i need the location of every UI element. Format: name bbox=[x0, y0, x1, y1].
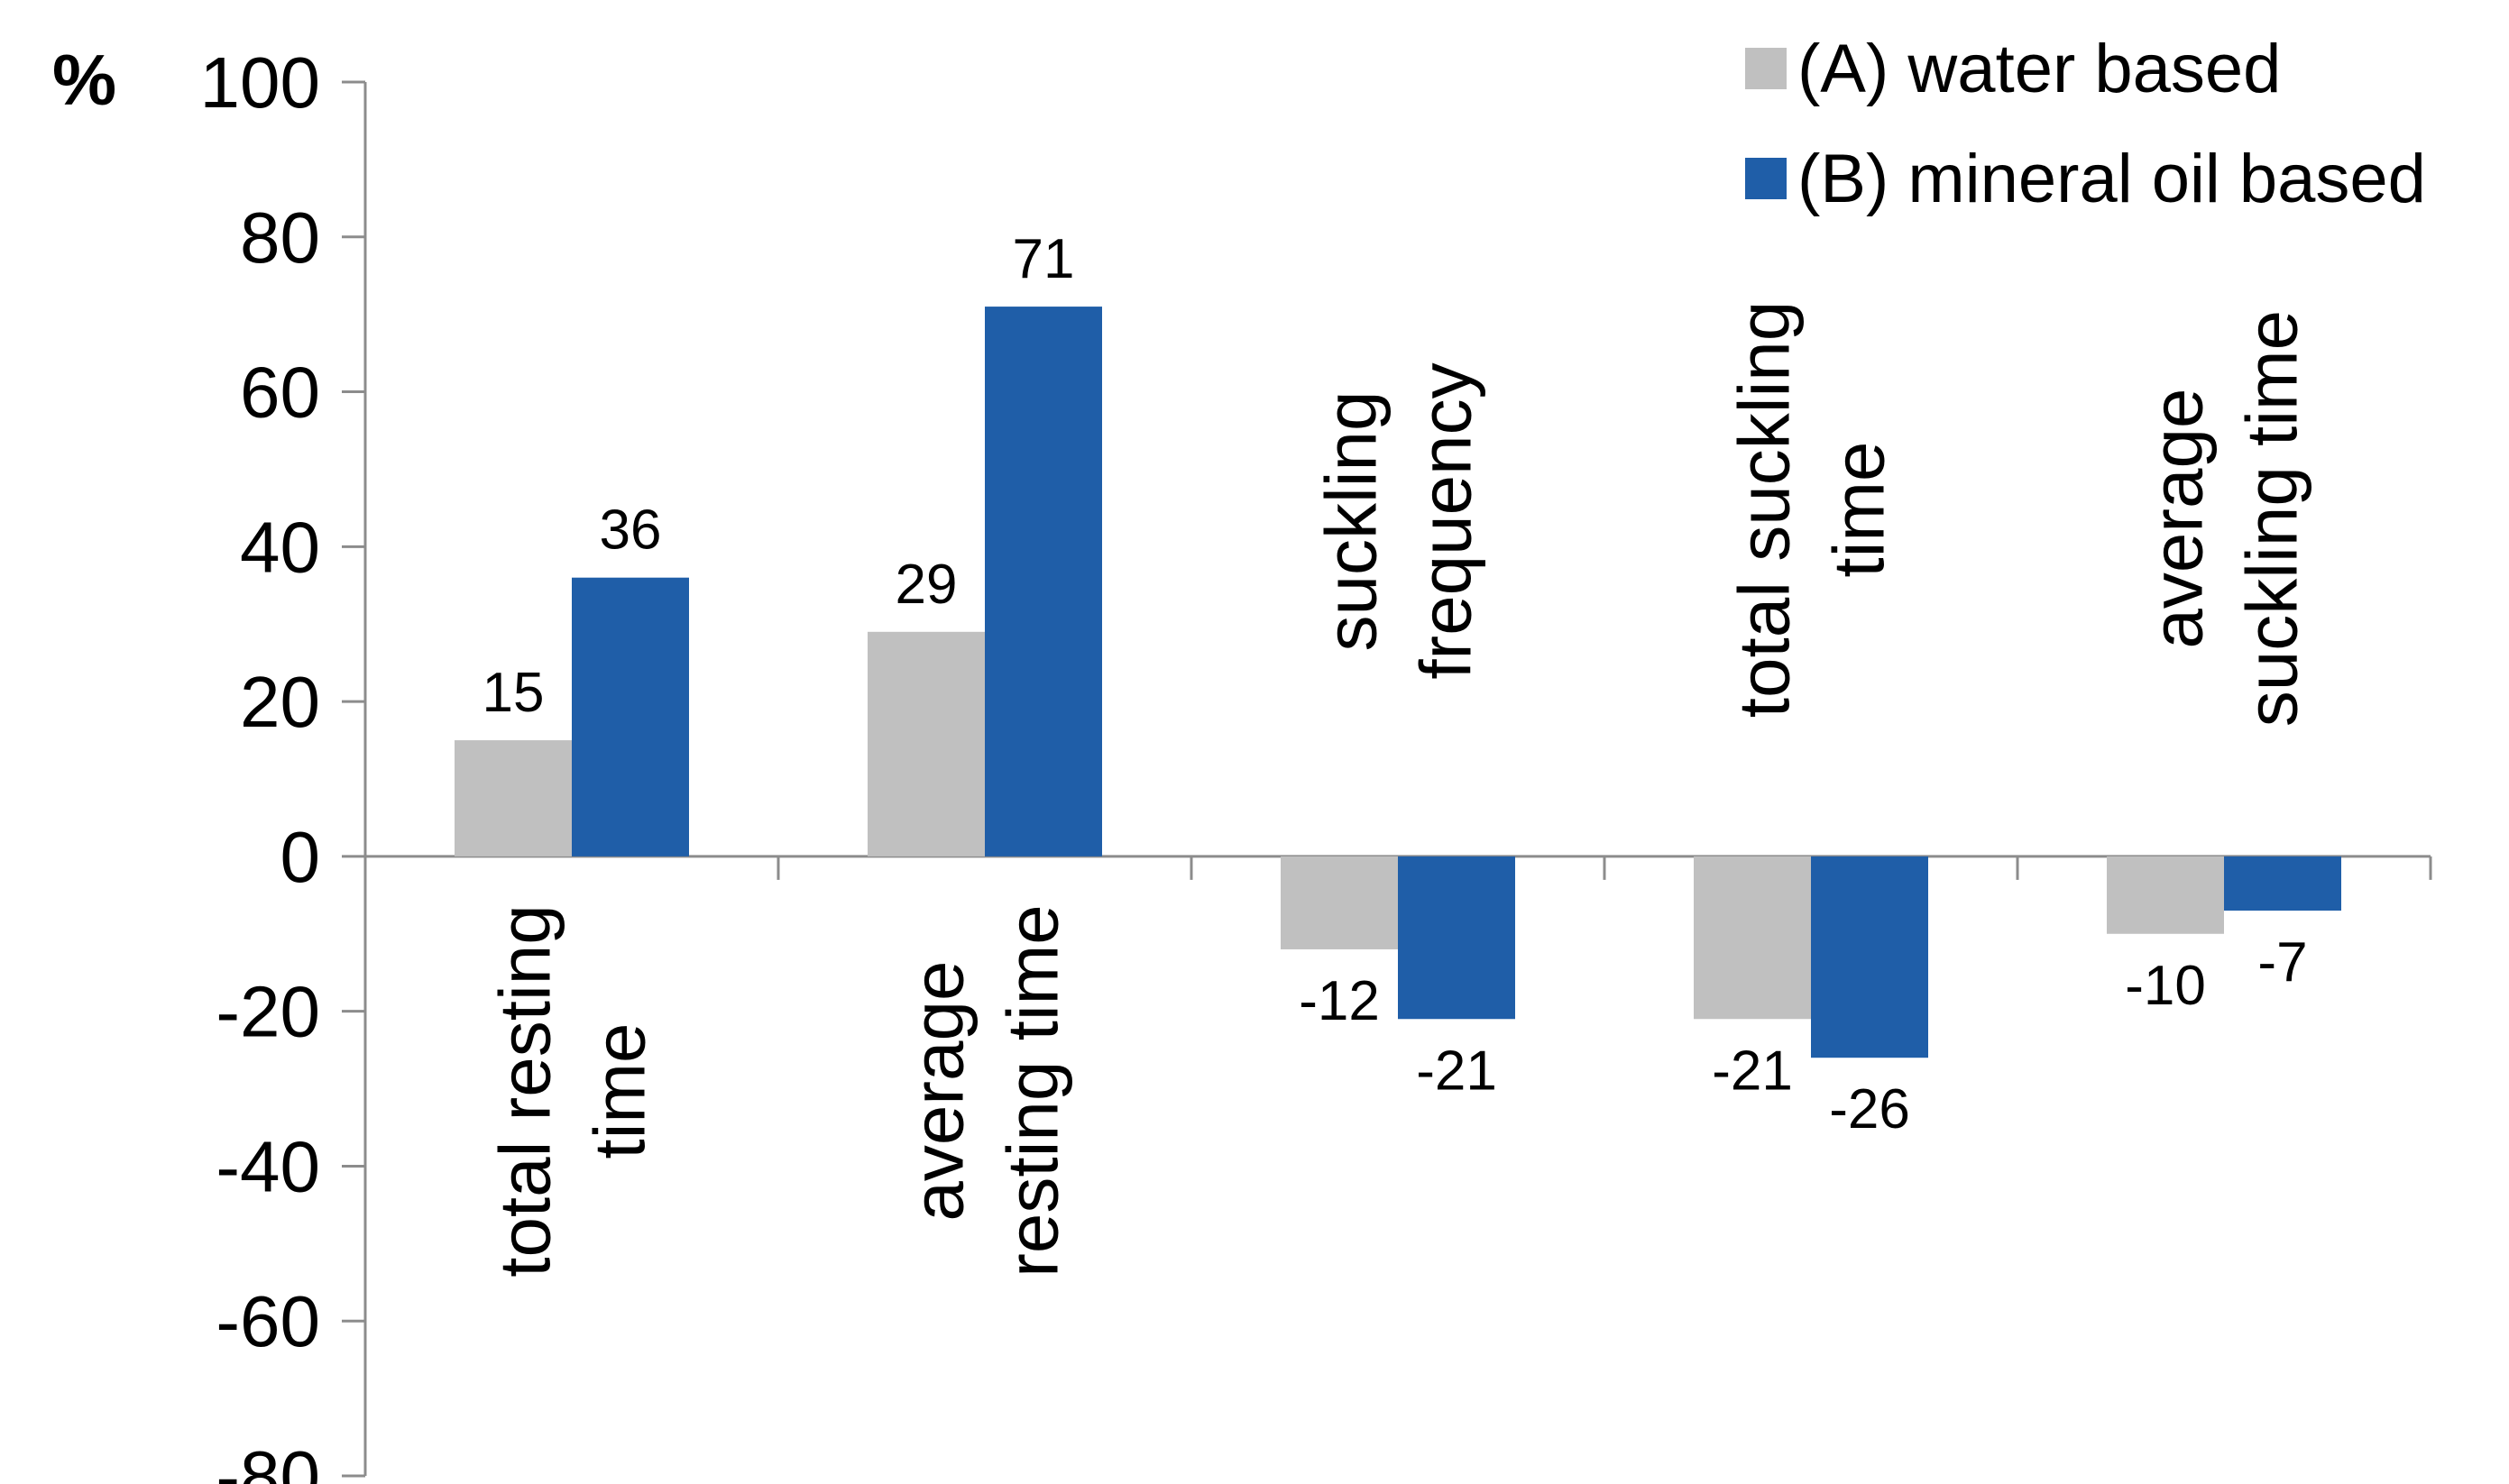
category-label: total suckling bbox=[1724, 301, 1805, 718]
bar-a bbox=[2107, 856, 2224, 934]
legend-swatch bbox=[1745, 48, 1787, 89]
legend-label: (A) water based bbox=[1797, 31, 2281, 107]
category-label: time bbox=[1819, 441, 1899, 577]
y-tick-label: -40 bbox=[216, 1126, 320, 1206]
data-labels: 15 29 -12 -21 -10 36 71 -21 -26 -7 bbox=[482, 228, 2308, 1140]
bar-b bbox=[985, 307, 1102, 857]
data-label: 71 bbox=[1013, 228, 1075, 290]
bar-a bbox=[868, 631, 985, 857]
y-axis-unit-label: % bbox=[52, 40, 116, 120]
legend-label: (B) mineral oil based bbox=[1797, 141, 2426, 217]
bar-b bbox=[2224, 856, 2341, 911]
bar-b bbox=[1398, 856, 1515, 1020]
data-label: 36 bbox=[600, 499, 662, 562]
category-label: total resting bbox=[485, 904, 565, 1278]
category-labels: total resting time average resting timesuck… bbox=[485, 301, 2312, 1278]
category-label: suckling bbox=[1311, 390, 1392, 651]
bar-b bbox=[572, 577, 689, 857]
category-label: average bbox=[898, 960, 979, 1221]
y-tick-label: 40 bbox=[240, 507, 320, 587]
bars bbox=[455, 307, 2341, 1058]
bar-a bbox=[455, 740, 572, 857]
data-label: -12 bbox=[1299, 970, 1380, 1032]
data-label: -7 bbox=[2257, 931, 2307, 994]
y-tick-label: -60 bbox=[216, 1281, 320, 1361]
category-label: resting time bbox=[993, 904, 1073, 1277]
legend: (A) water based (B) mineral oil based bbox=[1745, 31, 2426, 217]
y-tick-label: 20 bbox=[240, 662, 320, 742]
data-label: -21 bbox=[1416, 1040, 1497, 1102]
y-tick-label: -20 bbox=[216, 972, 320, 1052]
bar-a bbox=[1694, 856, 1811, 1020]
category-label: time bbox=[580, 1022, 660, 1159]
y-tick-label: 100 bbox=[200, 42, 320, 123]
axes: 100 80 60 40 20 0 -20 -40 -60 -80 bbox=[200, 42, 2432, 1484]
category-label: average bbox=[2137, 388, 2218, 648]
category-label: suckling time bbox=[2232, 310, 2312, 727]
bar-b bbox=[1811, 856, 1928, 1058]
data-label: -21 bbox=[1712, 1040, 1793, 1102]
y-tick-label: -80 bbox=[216, 1436, 320, 1484]
data-label: -10 bbox=[2125, 955, 2206, 1017]
category-label: frequency bbox=[1406, 362, 1486, 679]
legend-swatch bbox=[1745, 158, 1787, 199]
data-label: 15 bbox=[482, 662, 545, 724]
y-tick-label: 0 bbox=[280, 817, 321, 897]
data-label: -26 bbox=[1829, 1078, 1910, 1140]
data-label: 29 bbox=[896, 554, 958, 616]
y-tick-label: 80 bbox=[240, 197, 320, 278]
y-tick-label: 60 bbox=[240, 353, 320, 433]
bar-a bbox=[1281, 856, 1398, 949]
